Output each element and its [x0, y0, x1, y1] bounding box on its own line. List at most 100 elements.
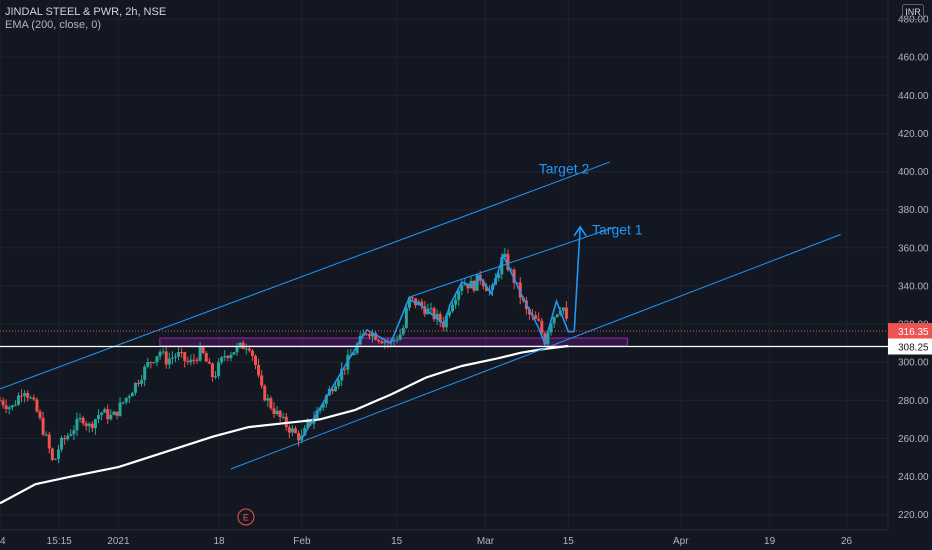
candle-body [564, 307, 568, 319]
candle-body [84, 423, 88, 427]
candle-body [47, 434, 51, 449]
candle-body [509, 269, 513, 271]
candle-body [561, 307, 565, 311]
candle-body [281, 416, 285, 418]
candle-body [66, 435, 70, 440]
candle-body [180, 352, 184, 354]
candle-body [177, 352, 181, 357]
channel-line [0, 161, 610, 390]
candle-body [254, 355, 258, 365]
candle-body [447, 311, 451, 316]
candle-body [1, 400, 5, 406]
candle-body [4, 405, 8, 410]
candle-body [44, 434, 48, 436]
candle-body [432, 308, 436, 320]
candle-body [173, 356, 177, 358]
time-axis[interactable]: 14 15:15 2021 18 Feb 15 Mar 15 Apr 19 26 [0, 529, 888, 547]
x-tick-label: 19 [764, 536, 776, 547]
candle-body [106, 409, 110, 420]
candle-body [238, 342, 242, 347]
candle-body [457, 290, 461, 300]
candle-body [395, 339, 399, 341]
currency-button[interactable]: INR [902, 4, 924, 20]
candle-body [247, 348, 251, 351]
candle-body [392, 340, 396, 342]
candle-body [484, 286, 488, 292]
candle-body [69, 434, 73, 436]
candle-body [294, 428, 298, 433]
candle-body [555, 314, 559, 317]
candle-body [278, 410, 282, 418]
candle-body [35, 399, 39, 412]
candle-body [414, 298, 418, 306]
candle-body [429, 308, 433, 310]
ema-price-label: 308.25 [898, 343, 929, 354]
y-tick-label: 340.00 [898, 281, 929, 292]
target-arrow-head [573, 225, 587, 237]
candle-body [90, 423, 94, 429]
candle-body [213, 375, 217, 378]
candle-body [10, 405, 14, 408]
candle-body [343, 368, 347, 370]
candle-body [235, 346, 239, 353]
indicator-legend[interactable]: EMA (200, close, 0) [5, 19, 101, 31]
x-tick-label: 18 [213, 536, 225, 547]
candle-body [152, 362, 156, 364]
candle-body [60, 437, 64, 450]
candle-body [72, 430, 76, 435]
y-tick-label: 360.00 [898, 243, 929, 254]
candle-body [497, 274, 501, 278]
x-tick-label: Feb [293, 536, 311, 547]
y-tick-label: 300.00 [898, 358, 929, 369]
x-tick-label: 15:15 [47, 536, 72, 547]
candle-body [407, 297, 411, 308]
candle-body [121, 402, 125, 404]
candle-body [109, 414, 113, 420]
candle-body [506, 253, 510, 270]
candle-body [540, 320, 544, 334]
candle-body [223, 356, 227, 358]
candle-body [546, 332, 550, 345]
candle-body [130, 392, 134, 397]
x-tick-label: 14 [0, 536, 6, 547]
candle-body [161, 351, 165, 353]
y-tick-label: 440.00 [898, 91, 929, 102]
candle-body [63, 437, 67, 440]
price-axis[interactable]: 220.00240.00260.00280.00300.00320.00340.… [887, 0, 929, 530]
y-tick-label: 260.00 [898, 434, 929, 445]
candle-body [195, 359, 199, 361]
candle-body [340, 368, 344, 381]
candle-body [198, 346, 202, 361]
candle-body [534, 315, 538, 319]
candle-body [56, 449, 60, 459]
candle-body [420, 301, 424, 307]
candle-body [186, 361, 190, 363]
candle-body [518, 282, 522, 298]
symbol-title[interactable]: JINDAL STEEL & PWR, 2h, NSE [5, 6, 167, 18]
candle-body [552, 316, 556, 324]
candle-body [515, 282, 519, 284]
candle-body [13, 404, 17, 406]
candle-body [380, 341, 384, 344]
channel-line [230, 234, 841, 470]
channel-line [408, 226, 616, 298]
candle-body [192, 359, 196, 361]
trendline-drawings[interactable]: Target 2 Target 1 [0, 160, 841, 470]
y-tick-label: 240.00 [898, 472, 929, 483]
candle-body [287, 427, 291, 433]
candle-body [324, 395, 328, 404]
candle-body [0, 400, 2, 402]
y-tick-label: 460.00 [898, 53, 929, 64]
candle-body [118, 402, 122, 416]
zigzag-path [301, 253, 575, 439]
candle-body [250, 350, 254, 356]
candle-body [460, 285, 464, 291]
candle-body [367, 333, 371, 337]
candle-body [423, 306, 427, 315]
candle-body [334, 386, 338, 392]
candle-body [229, 354, 233, 358]
candle-body [321, 403, 325, 408]
